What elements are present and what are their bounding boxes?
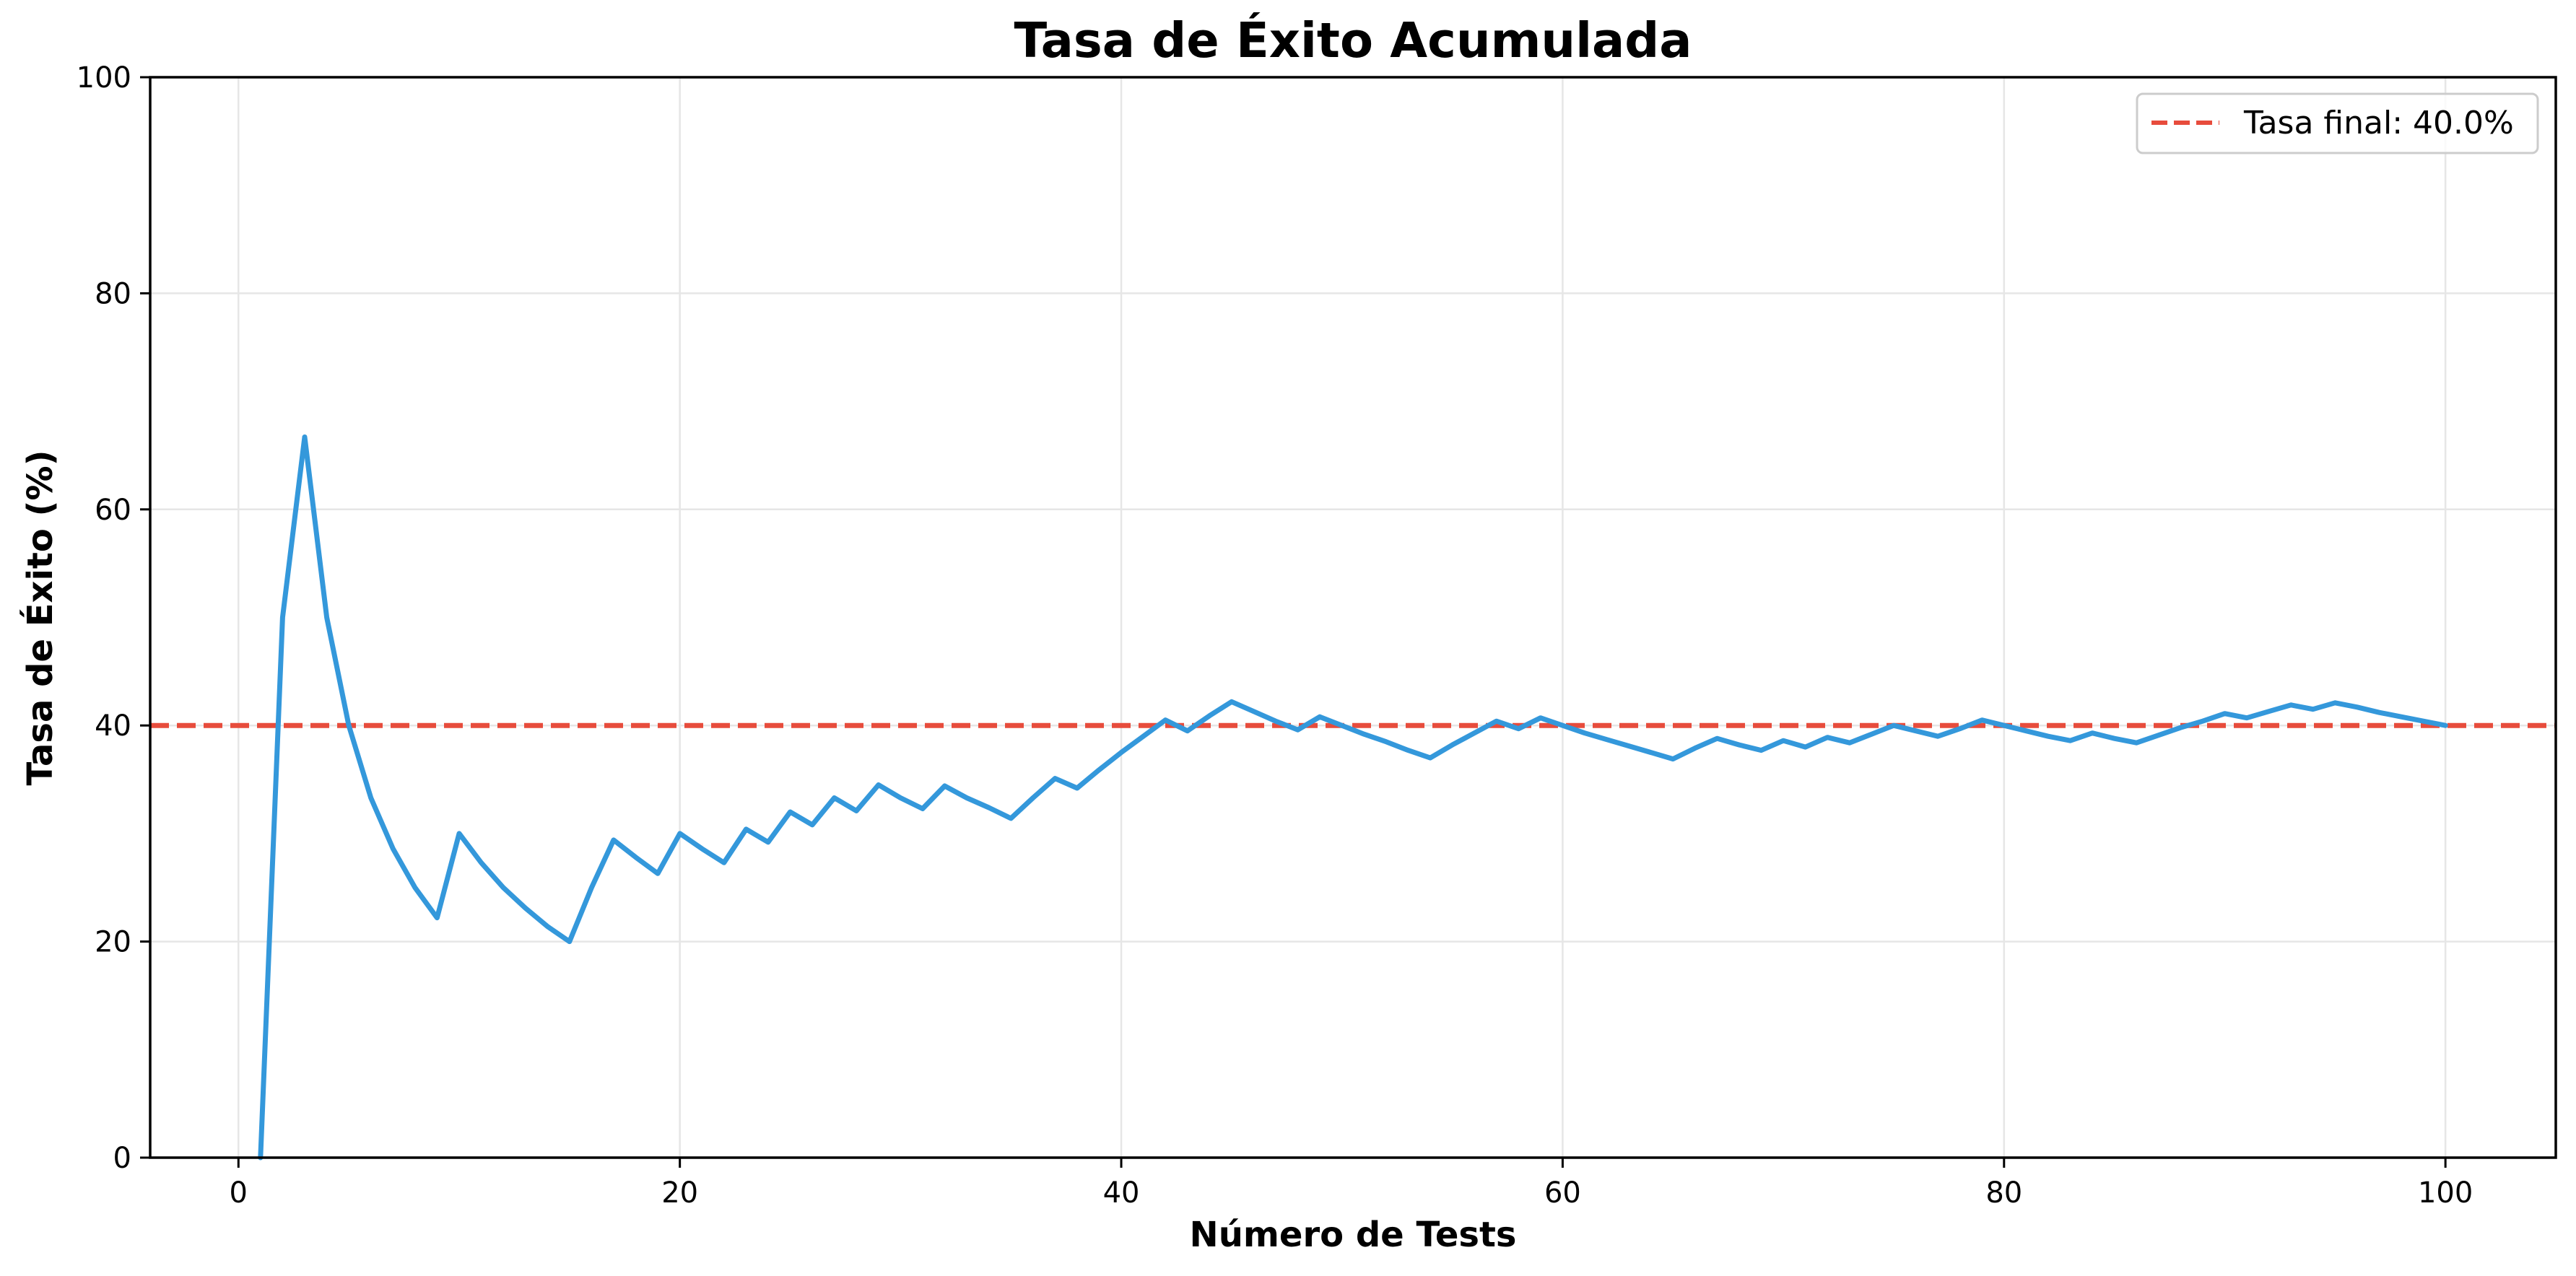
plot-frame bbox=[149, 76, 2557, 1159]
y-tick-label: 20 bbox=[95, 926, 131, 959]
ticks: 0 20 40 60 80 100 0 20 40 60 80 100 bbox=[77, 61, 2473, 1210]
x-tick-label: 80 bbox=[1985, 1176, 2022, 1210]
x-tick-label: 60 bbox=[1544, 1176, 1581, 1210]
x-axis-label: Número de Tests bbox=[1190, 1215, 1517, 1255]
y-axis-label: Tasa de Éxito (%) bbox=[19, 450, 61, 785]
y-tick-label: 40 bbox=[95, 709, 131, 743]
series-group bbox=[258, 434, 2448, 1161]
x-tick-label: 40 bbox=[1103, 1176, 1140, 1210]
x-tick-label: 0 bbox=[230, 1176, 248, 1210]
chart-title: Tasa de Éxito Acumulada bbox=[1014, 12, 1692, 69]
y-tick-label: 60 bbox=[95, 494, 131, 527]
x-tick-label: 20 bbox=[661, 1176, 698, 1210]
grid bbox=[150, 76, 2556, 1159]
y-tick-label: 0 bbox=[113, 1142, 131, 1175]
legend-label: Tasa final: 40.0% bbox=[2243, 105, 2514, 141]
series-line bbox=[258, 434, 2448, 1161]
legend-box bbox=[2136, 92, 2539, 154]
y-tick-label: 80 bbox=[95, 277, 131, 310]
y-tick-label: 100 bbox=[77, 61, 131, 95]
legend: Tasa final: 40.0% bbox=[2136, 92, 2539, 154]
x-tick-label: 100 bbox=[2418, 1176, 2473, 1210]
